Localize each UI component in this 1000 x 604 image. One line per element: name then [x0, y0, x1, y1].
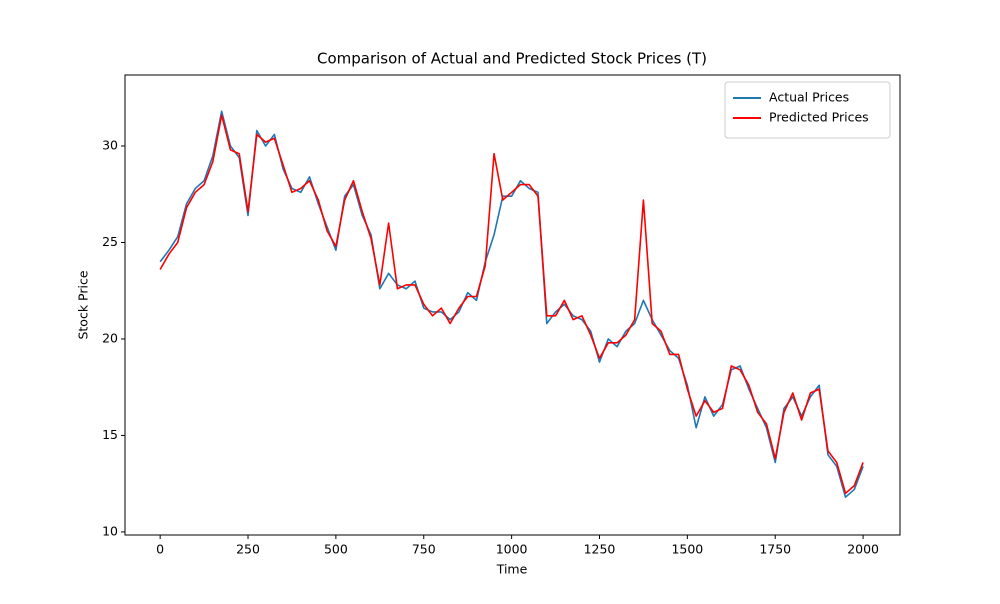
x-tick-label: 250 [236, 542, 260, 557]
chart-title: Comparison of Actual and Predicted Stock… [317, 50, 707, 68]
legend-box [724, 81, 891, 139]
x-tick-label: 1000 [496, 542, 528, 557]
x-tick-label: 2000 [847, 542, 879, 557]
legend: Actual Prices Predicted Prices [724, 81, 891, 139]
x-tick-label: 0 [156, 542, 164, 557]
y-axis-label: Stock Price [76, 270, 91, 339]
x-tick-label: 1250 [584, 542, 616, 557]
y-tick-label: 30 [102, 138, 118, 153]
y-tick-label: 20 [102, 330, 118, 345]
legend-label: Predicted Prices [769, 110, 869, 125]
x-tick-label: 1500 [671, 542, 703, 557]
y-tick-label: 25 [102, 234, 118, 249]
x-axis-label: Time [496, 562, 528, 577]
series-line [159, 114, 864, 495]
plot-frame [124, 74, 901, 536]
x-tick-label: 750 [412, 542, 436, 557]
y-tick-label: 15 [102, 427, 118, 442]
legend-label: Actual Prices [769, 90, 849, 105]
x-tick-label: 500 [324, 542, 348, 557]
y-tick-label: 10 [102, 523, 118, 538]
x-tick-label: 1750 [759, 542, 791, 557]
